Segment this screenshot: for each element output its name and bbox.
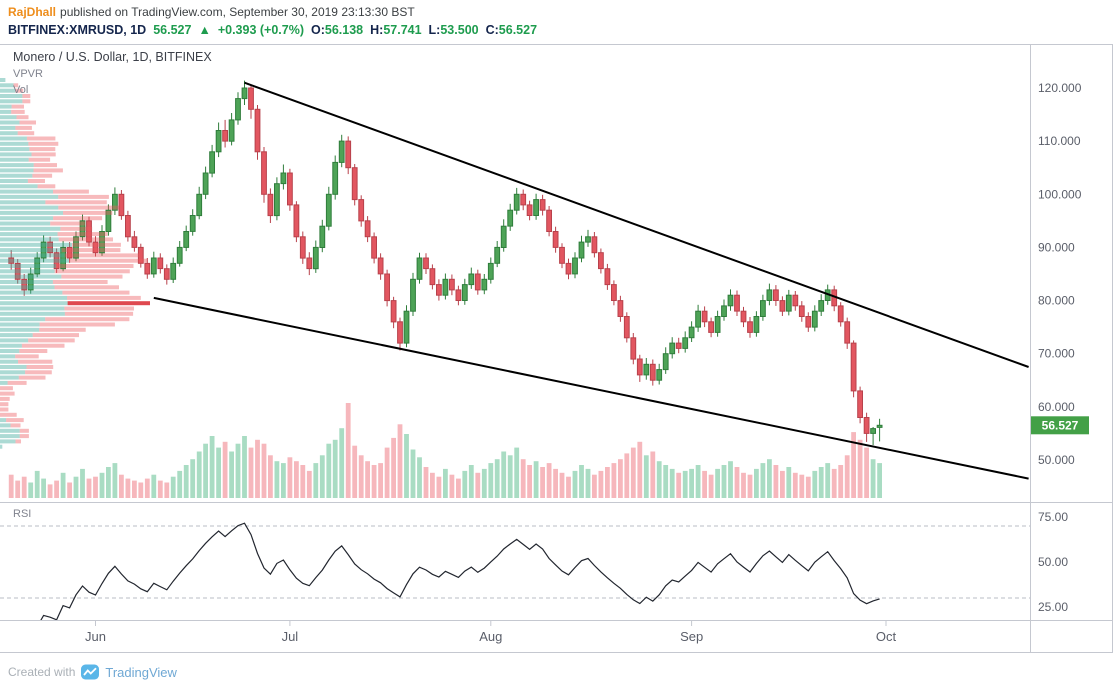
ohlc-open: O:56.138 [311,23,363,37]
candles-layer [8,80,883,446]
price-change: +0.393 (+0.7%) [217,23,304,37]
last-price-value: 56.527 [153,23,192,37]
vpvr-indicator-label[interactable]: VPVR [13,68,43,80]
ohlc-low: L:53.500 [429,23,479,37]
rsi-pane [0,522,1030,652]
open-label: O: [310,23,325,37]
svg-text:110.000: 110.000 [1038,134,1081,148]
open-value: 56.138 [324,23,364,37]
trendline[interactable] [244,81,1029,368]
symbol-info-line: BITFINEX:XMRUSD, 1D 56.527 ▲ +0.393 (+0.7%)… [8,23,544,37]
svg-text:Sep: Sep [680,629,703,644]
svg-text:100.000: 100.000 [1038,187,1082,201]
tradingview-logo-svg [81,664,100,680]
volume-layer [8,403,882,498]
svg-text:120.000: 120.000 [1038,81,1082,95]
svg-text:80.000: 80.000 [1038,294,1075,308]
rsi-indicator-label[interactable]: RSI [13,508,32,520]
trendline[interactable] [153,296,1029,480]
tradingview-logo-icon[interactable] [81,663,100,681]
tradingview-brand-text[interactable]: TradingView [105,664,177,680]
price-axis[interactable]: 120.000 110.000 100.000 90.000 80.000 70.000 6… [1038,81,1082,467]
ticker-symbol[interactable]: BITFINEX:XMRUSD, 1D [8,23,147,37]
byline-text: published on TradingView.com, September … [60,5,415,19]
close-value: 56.527 [498,23,538,37]
ohlc-high: H:57.741 [370,23,421,37]
svg-text:60.000: 60.000 [1038,400,1075,414]
svg-text:50.00: 50.00 [1038,555,1068,569]
svg-text:25.00: 25.00 [1038,600,1068,614]
chart-frame [0,44,1113,653]
svg-text:Oct: Oct [876,629,897,644]
svg-text:75.00: 75.00 [1038,510,1068,524]
low-value: 53.500 [440,23,479,37]
svg-text:Aug: Aug [479,629,502,644]
author-link[interactable]: RajDhall [8,5,57,19]
high-label: H: [370,23,384,37]
vpvr-layer [0,78,150,449]
high-value: 57.741 [383,23,422,37]
svg-text:Jul: Jul [282,629,299,644]
svg-text:70.000: 70.000 [1038,347,1075,361]
rsi-line[interactable] [18,522,880,652]
svg-text:56.527: 56.527 [1042,418,1079,432]
main-pane [0,78,1029,498]
svg-text:Jun: Jun [85,629,106,644]
time-axis[interactable]: Jun Jul Aug Sep Oct [85,621,897,644]
rsi-axis[interactable]: 75.00 50.00 25.00 [1038,510,1068,614]
footer: Created with TradingView [8,663,177,681]
volume-indicator-label[interactable]: Vol [13,84,29,96]
created-with-text: Created with [8,665,76,679]
last-price-badge: 56.527 [1031,416,1089,435]
svg-text:50.000: 50.000 [1038,453,1075,467]
close-label: C: [485,23,499,37]
change-arrow-icon: ▲ [198,23,211,37]
low-label: L: [428,23,441,37]
byline: RajDhall published on TradingView.com, Se… [8,5,415,19]
ohlc-close: C:56.527 [486,23,537,37]
chart-title: Monero / U.S. Dollar, 1D, BITFINEX [13,50,212,64]
svg-text:90.000: 90.000 [1038,240,1075,254]
